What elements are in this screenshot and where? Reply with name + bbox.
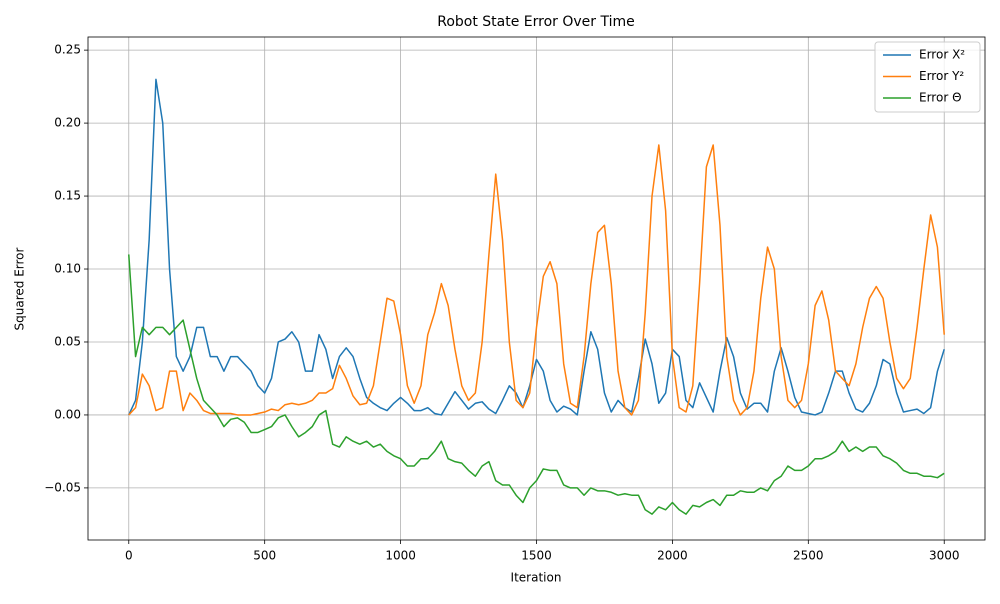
y-axis-label: Squared Error: [13, 247, 27, 330]
plot-frame: [87, 36, 986, 541]
legend-box: [874, 41, 981, 113]
y-tick-label: −0.05: [44, 480, 81, 494]
series-line: [128, 144, 945, 416]
legend-label: Error X²: [919, 48, 965, 62]
x-tick-label: 1000: [385, 549, 416, 563]
x-tick-label: 0: [125, 549, 133, 563]
x-tick-label: 3000: [929, 549, 960, 563]
legend-label: Error Y²: [919, 69, 964, 83]
y-tick-label: 0.05: [54, 334, 81, 348]
y-tick-label: 0.20: [54, 116, 81, 130]
x-axis-label: Iteration: [511, 571, 562, 585]
x-tick-label: 1500: [521, 549, 552, 563]
legend-label: Error Θ: [919, 91, 962, 105]
series-line: [128, 254, 945, 515]
x-tick-label: 2500: [793, 549, 824, 563]
y-tick-label: 0.25: [54, 43, 81, 57]
y-tick-label: 0.00: [54, 407, 81, 421]
x-tick-label: 500: [253, 549, 276, 563]
chart-title: Robot State Error Over Time: [437, 14, 635, 30]
series-line: [128, 78, 945, 416]
y-tick-label: 0.15: [54, 189, 81, 203]
y-tick-label: 0.10: [54, 262, 81, 276]
x-tick-label: 2000: [657, 549, 688, 563]
